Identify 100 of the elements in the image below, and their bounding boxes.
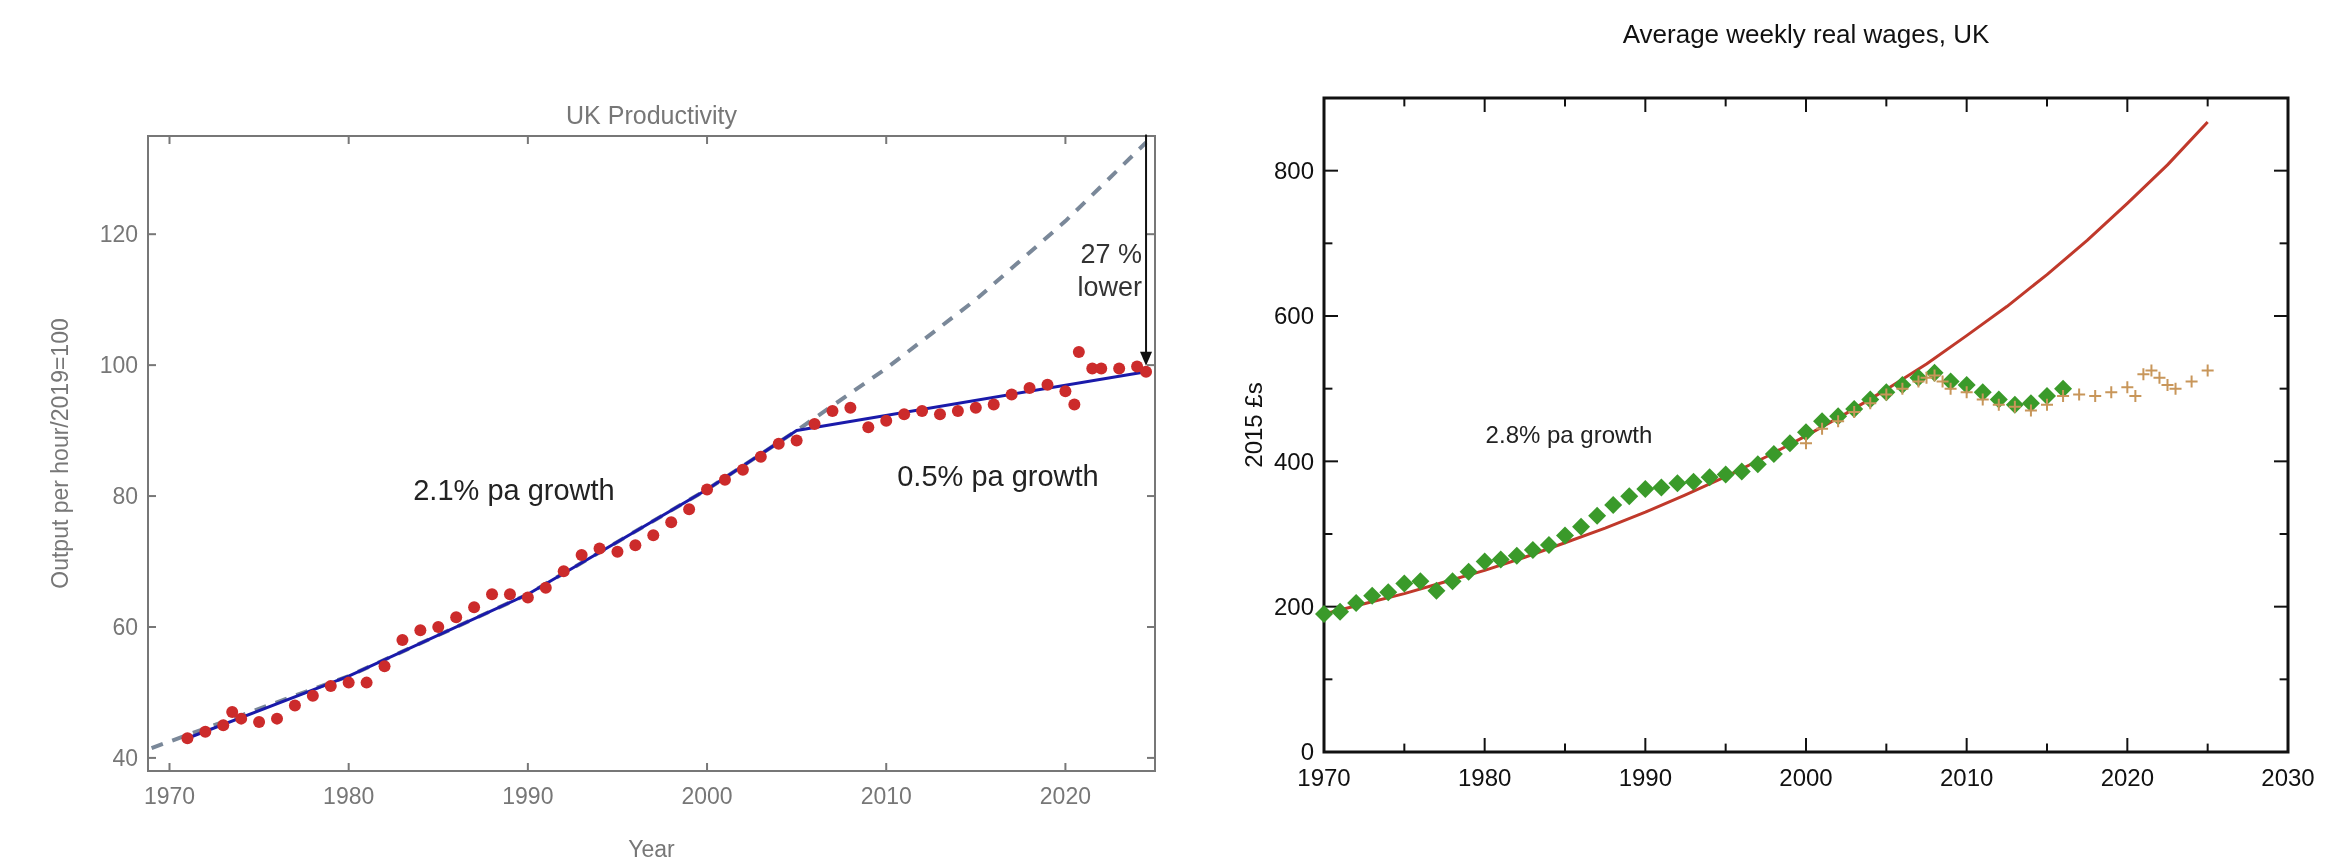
point [862, 421, 875, 434]
point [2104, 385, 2119, 400]
point [1023, 382, 1036, 395]
point [2072, 387, 2087, 402]
y-tick-label: 0 [1300, 738, 1314, 766]
point [1539, 535, 1558, 554]
point [2038, 386, 2056, 405]
point [1863, 396, 1878, 411]
point [1005, 388, 1018, 401]
point [1748, 455, 1767, 474]
point [521, 591, 534, 604]
y-axis-title: 2015 £s [1240, 382, 1267, 468]
point [2088, 388, 2103, 403]
point [1068, 398, 1081, 411]
point [539, 581, 552, 594]
point [593, 542, 606, 555]
point [468, 601, 481, 614]
annotation: 2.1% pa growth [413, 474, 615, 506]
point [736, 463, 749, 476]
y-tick-label: 60 [112, 614, 138, 641]
x-tick-label: 1970 [1297, 764, 1351, 791]
point [683, 503, 696, 516]
point [2136, 367, 2151, 382]
point [1379, 583, 1398, 602]
point [898, 408, 911, 421]
point [701, 483, 714, 496]
y-tick-label: 800 [1273, 157, 1314, 185]
point [1059, 385, 1072, 398]
point [396, 634, 409, 647]
point [1895, 381, 1910, 396]
point [987, 398, 1000, 411]
y-tick-label: 100 [99, 352, 138, 379]
x-tick-label: 2020 [2100, 764, 2155, 791]
point [1732, 462, 1751, 481]
point [1507, 546, 1526, 565]
point [1315, 604, 1333, 623]
y-tick-label: 80 [112, 483, 138, 510]
point [1831, 414, 1846, 429]
point [1780, 434, 1799, 453]
point [880, 414, 893, 427]
point [1113, 362, 1126, 375]
point [1395, 574, 1414, 593]
point [1427, 581, 1446, 600]
point [181, 732, 194, 745]
x-tick-label: 2000 [1779, 764, 1833, 791]
x-tick-label: 2010 [860, 783, 912, 809]
point [1684, 472, 1703, 491]
point [1975, 392, 1990, 407]
point [933, 408, 946, 421]
point [1140, 365, 1153, 378]
point [1911, 374, 1926, 389]
point [1041, 378, 1054, 391]
point [754, 450, 767, 463]
point [253, 715, 266, 728]
point [951, 404, 964, 417]
point [503, 588, 516, 601]
y-axis-title: Output per hour/2019=100 [47, 318, 73, 589]
point [826, 404, 839, 417]
point [2023, 403, 2038, 418]
point [575, 548, 588, 561]
x-tick-label: 2000 [681, 783, 733, 809]
point [1815, 421, 1830, 436]
point [1411, 572, 1430, 591]
point [342, 676, 355, 689]
point [1764, 445, 1783, 464]
y-tick-label: 200 [1273, 593, 1314, 621]
point [790, 434, 803, 447]
point [1331, 602, 1350, 621]
point [1919, 370, 1934, 385]
point [2056, 388, 2071, 403]
annotation: 0.5% pa growth [897, 460, 1099, 492]
chart-title: UK Productivity [566, 101, 738, 129]
point [1443, 572, 1462, 591]
x-tick-label: 2020 [1039, 783, 1091, 809]
point [1347, 594, 1366, 613]
point [916, 404, 929, 417]
y-tick-label: 40 [112, 744, 138, 771]
y-tick-label: 400 [1273, 447, 1314, 475]
point [1620, 487, 1639, 506]
point [1523, 540, 1542, 559]
x-axis-title: Year [628, 836, 676, 862]
point [1847, 404, 1862, 419]
point [450, 611, 463, 624]
point [1572, 517, 1591, 536]
point [1072, 346, 1085, 359]
point [557, 565, 570, 578]
point [629, 539, 642, 552]
point [414, 624, 427, 637]
point [1959, 385, 1974, 400]
y-tick-label: 600 [1273, 302, 1314, 330]
point [324, 679, 337, 692]
point [1716, 465, 1735, 484]
point [1095, 362, 1108, 375]
point [288, 699, 301, 712]
point [1459, 562, 1478, 581]
y-tick-label: 120 [99, 221, 138, 248]
x-tick-label: 1970 [143, 783, 196, 809]
point [2184, 374, 2199, 389]
point [1131, 360, 1144, 373]
point [1991, 397, 2006, 412]
